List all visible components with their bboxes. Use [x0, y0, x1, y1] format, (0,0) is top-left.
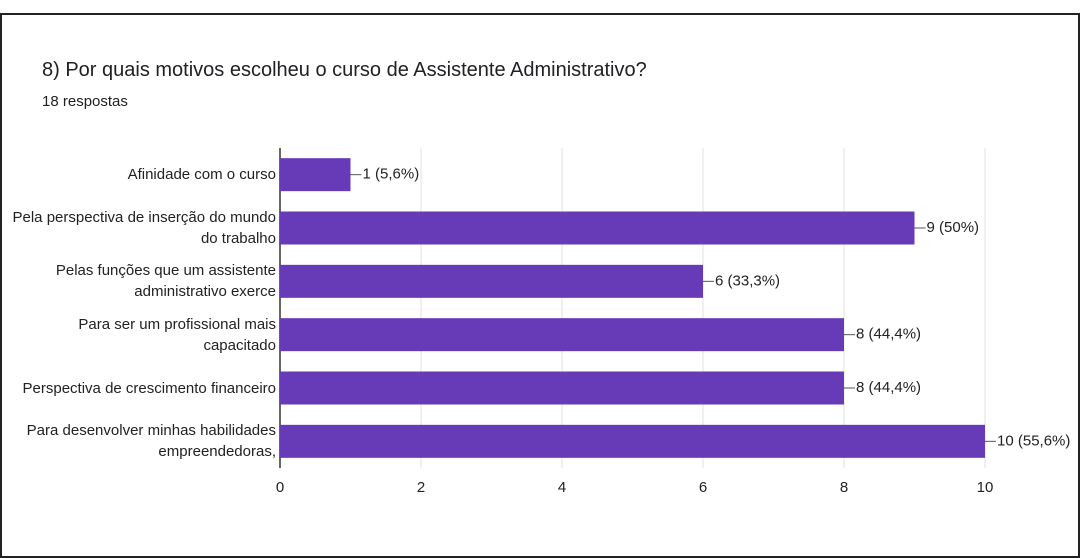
x-tick-label: 10	[977, 479, 994, 496]
y-tick-label: Pelas funções que um assistente administ…	[55, 262, 276, 301]
x-tick-label: 2	[417, 479, 425, 496]
y-tick-label: Para ser um profissional mais capacitado	[78, 315, 276, 354]
chart-card: 8) Por quais motivos escolheu o curso de…	[0, 13, 1080, 558]
bar	[280, 318, 844, 352]
data-label: 10 (55,6%)	[997, 432, 1070, 449]
y-tick-label: Para desenvolver minhas habilidades empr…	[26, 422, 276, 461]
x-tick-label: 0	[276, 479, 284, 496]
x-tick-label: 6	[699, 479, 707, 496]
data-label: 8 (44,4%)	[856, 326, 921, 343]
bar	[280, 158, 351, 192]
y-tick-label: Afinidade com o curso	[127, 166, 276, 184]
chart-subtitle: 18 respostas	[42, 93, 128, 110]
bar	[280, 264, 703, 298]
x-tick-label: 4	[558, 479, 566, 496]
bar	[280, 211, 915, 245]
x-tick-label: 8	[840, 479, 848, 496]
data-label: 8 (44,4%)	[856, 379, 921, 396]
chart-title: 8) Por quais motivos escolheu o curso de…	[42, 59, 647, 81]
chart: 0 2 4 6 8 10 1 (5,6%) 9 (50%) 6 (33,3%) 8 (44,4%)…	[276, 148, 1070, 496]
bar	[280, 424, 985, 458]
data-label: 9 (50%)	[927, 219, 980, 236]
bar	[280, 371, 844, 405]
y-tick-label: Pela perspectiva de inserção do mundo do…	[12, 209, 277, 247]
data-label: 6 (33,3%)	[715, 272, 780, 289]
data-label: 1 (5,6%)	[363, 166, 420, 183]
y-tick-label: Perspectiva de crescimento financeiro	[22, 379, 276, 397]
